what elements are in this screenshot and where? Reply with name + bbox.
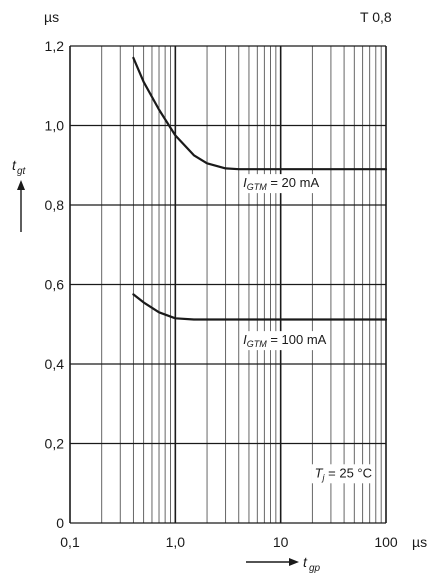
y-tick-label: 0,6 (45, 277, 65, 293)
series-label-bg (240, 331, 330, 351)
x-tick-label: 0,1 (60, 534, 80, 550)
series-layer (132, 56, 388, 321)
figure-code: T 0,8 (360, 9, 392, 25)
y-tick-label: 0,2 (45, 436, 65, 452)
y-tick-label: 1,0 (45, 118, 65, 134)
series-label-bg (240, 174, 323, 194)
annotations-layer: IGTM = 20 mA IGTM = 100 mA Tj = 25 °C (240, 174, 376, 484)
x-unit-label: µs (412, 534, 427, 550)
x-tick-label: 10 (273, 534, 289, 550)
ticks-layer: 0,1 1,0 10 100 0 0,2 0,4 0,6 0,8 1,0 1,2 (45, 38, 398, 550)
annotation-bg (311, 464, 376, 484)
y-axis-label-main: t (12, 157, 17, 173)
y-axis-label-sub: gt (17, 166, 27, 177)
series-line-1 (132, 56, 388, 171)
x-axis-label: t gp (303, 554, 321, 574)
y-axis-label: t gt (12, 157, 27, 177)
x-axis-label-sub: gp (309, 563, 321, 574)
y-tick-label: 0,8 (45, 197, 65, 213)
y-tick-label: 0 (56, 515, 64, 531)
series-line-2 (132, 293, 388, 321)
x-tick-label: 1,0 (166, 534, 186, 550)
top-unit-label: µs (44, 9, 59, 25)
y-tick-label: 1,2 (45, 38, 65, 54)
y-tick-label: 0,4 (45, 356, 65, 372)
x-tick-label: 100 (374, 534, 398, 550)
series-label-1: IGTM = 20 mA (243, 175, 319, 192)
grid-major (69, 45, 387, 524)
series-label-2: IGTM = 100 mA (243, 332, 327, 349)
annotation-temperature: Tj = 25 °C (315, 465, 372, 482)
x-axis-arrow (246, 558, 299, 566)
x-axis-label-main: t (303, 554, 308, 570)
y-axis-arrow (17, 180, 25, 232)
